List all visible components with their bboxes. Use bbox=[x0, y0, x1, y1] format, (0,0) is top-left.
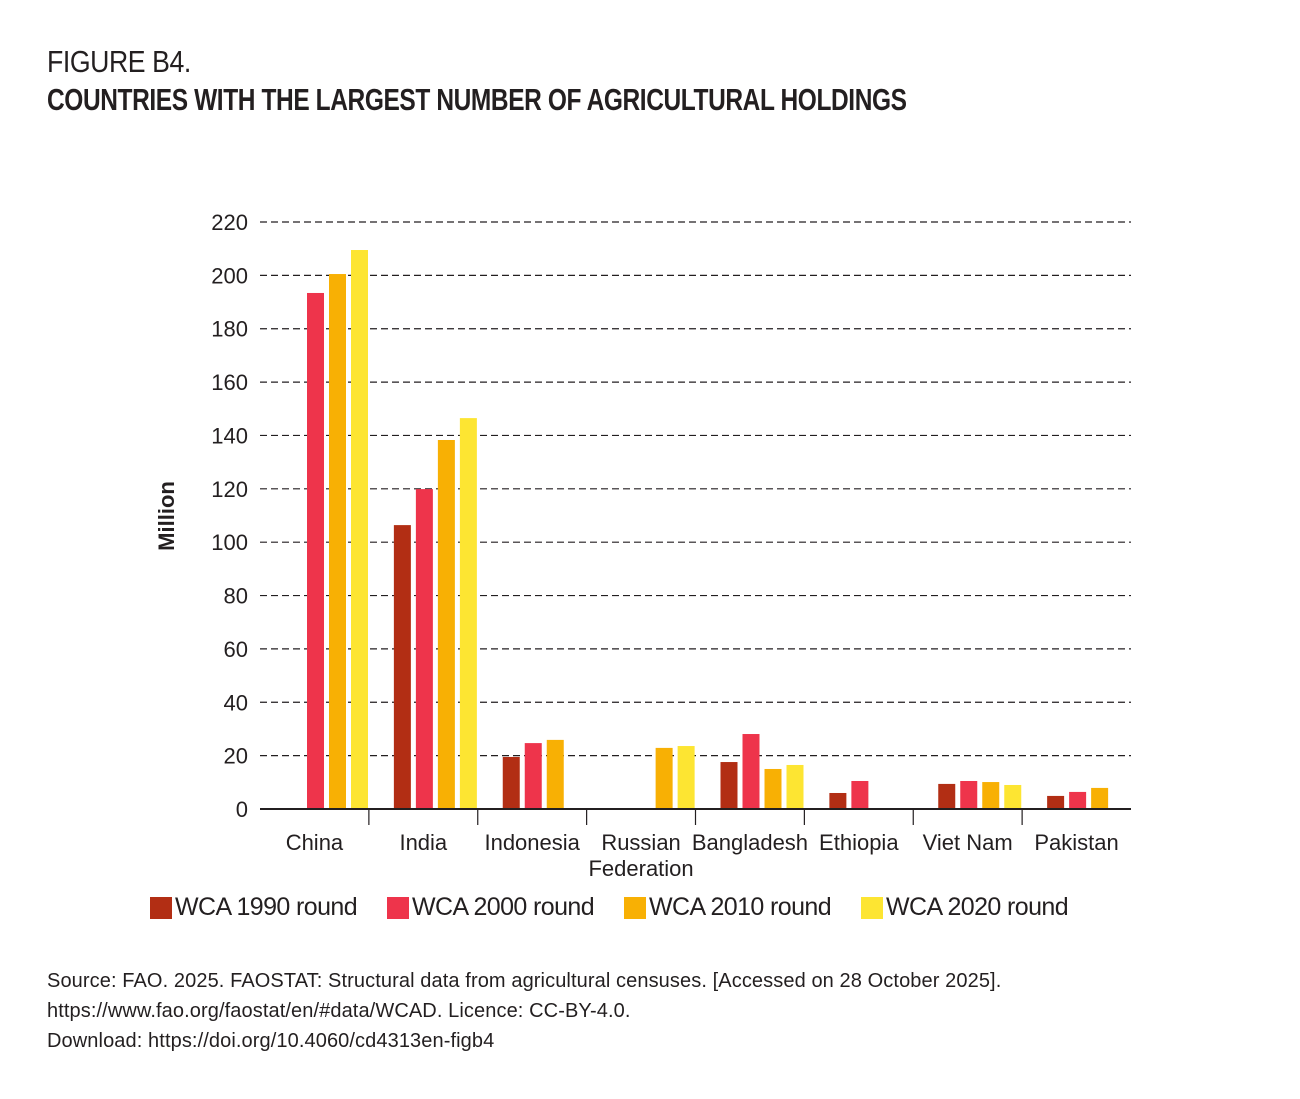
bar-chart: 0 20 40 60 80 100 120 140 160 180 200 220 China Indi… bbox=[154, 210, 1131, 881]
source-line-1: Source: FAO. 2025. FAOSTAT: Structural d… bbox=[47, 970, 1002, 992]
bar-ethiopia-wca-1990-round bbox=[829, 792, 847, 809]
bar-bangladesh-wca-1990-round bbox=[720, 762, 738, 809]
category-label: Ethiopia bbox=[819, 830, 899, 855]
bar-pakistan-wca-2010-round bbox=[1091, 787, 1109, 809]
legend-swatch bbox=[861, 896, 883, 919]
bar-india-wca-2010-round bbox=[437, 439, 455, 809]
bar-viet-nam-wca-2000-round bbox=[960, 780, 978, 809]
category-labels: China India Indonesia RussianFederationBang… bbox=[286, 830, 1119, 881]
source-note: Source: FAO. 2025. FAOSTAT: Structural d… bbox=[47, 966, 1001, 1056]
bar-russian-federation-wca-2010-round bbox=[655, 747, 673, 809]
y-tick-label: 180 bbox=[211, 317, 248, 342]
y-tick-label: 100 bbox=[211, 530, 248, 555]
legend-item: WCA 2020 round bbox=[861, 893, 1069, 922]
bars bbox=[307, 250, 1109, 809]
category-label: Viet Nam bbox=[923, 830, 1013, 855]
bar-ethiopia-wca-2000-round bbox=[851, 780, 869, 809]
legend-label: WCA 2020 round bbox=[886, 893, 1069, 921]
bar-pakistan-wca-2000-round bbox=[1069, 791, 1087, 809]
y-tick-label: 140 bbox=[211, 423, 248, 448]
bar-viet-nam-wca-2010-round bbox=[982, 782, 1000, 809]
bar-bangladesh-wca-2010-round bbox=[764, 768, 782, 809]
y-tick-label: 60 bbox=[224, 637, 248, 662]
category-label: Federation bbox=[588, 856, 693, 881]
bar-india-wca-2020-round bbox=[459, 418, 477, 809]
legend: WCA 1990 round WCA 2000 round WCA 2010 rou… bbox=[150, 893, 1098, 922]
y-tick-label: 220 bbox=[211, 210, 248, 235]
bar-viet-nam-wca-1990-round bbox=[938, 783, 956, 809]
bar-indonesia-wca-1990-round bbox=[502, 756, 520, 809]
bar-pakistan-wca-1990-round bbox=[1047, 795, 1065, 809]
category-label: Bangladesh bbox=[692, 830, 808, 855]
category-label: India bbox=[399, 830, 447, 855]
bar-india-wca-1990-round bbox=[393, 525, 411, 809]
bar-bangladesh-wca-2020-round bbox=[786, 764, 804, 809]
bar-china-wca-2010-round bbox=[329, 274, 346, 809]
y-axis-ticks: 0 20 40 60 80 100 120 140 160 180 200 220 bbox=[211, 210, 248, 822]
y-tick-label: 200 bbox=[211, 263, 248, 288]
category-label: Pakistan bbox=[1034, 830, 1118, 855]
y-tick-label: 120 bbox=[211, 477, 248, 502]
gridlines bbox=[260, 221, 1131, 757]
figure-label: FIGURE B4. bbox=[47, 44, 191, 79]
legend-label: WCA 2010 round bbox=[649, 893, 832, 921]
legend-swatch bbox=[150, 896, 172, 919]
bar-viet-nam-wca-2020-round bbox=[1004, 784, 1022, 809]
bar-bangladesh-wca-2000-round bbox=[742, 734, 760, 809]
x-axis bbox=[260, 808, 1131, 825]
legend-label: WCA 1990 round bbox=[175, 893, 358, 921]
bar-india-wca-2000-round bbox=[415, 489, 433, 809]
bar-indonesia-wca-2010-round bbox=[546, 739, 564, 809]
category-label: Indonesia bbox=[484, 830, 580, 855]
legend-swatch bbox=[624, 896, 646, 919]
y-tick-label: 0 bbox=[236, 797, 248, 822]
bar-indonesia-wca-2000-round bbox=[524, 743, 542, 809]
legend-item: WCA 1990 round bbox=[150, 893, 358, 922]
y-tick-label: 20 bbox=[224, 744, 248, 769]
y-tick-label: 40 bbox=[224, 690, 248, 715]
figure-title: COUNTRIES WITH THE LARGEST NUMBER OF AGR… bbox=[47, 82, 907, 117]
category-label: China bbox=[286, 830, 344, 855]
bar-china-wca-2000-round bbox=[307, 292, 324, 809]
source-line-3: Download: https://doi.org/10.4060/cd4313… bbox=[47, 1030, 495, 1052]
bar-russian-federation-wca-2020-round bbox=[677, 746, 695, 809]
source-line-2: https://www.fao.org/faostat/en/#data/WCA… bbox=[47, 1000, 631, 1022]
y-tick-label: 160 bbox=[211, 370, 248, 395]
category-label: Russian bbox=[601, 830, 680, 855]
legend-item: WCA 2000 round bbox=[387, 893, 595, 922]
legend-item: WCA 2010 round bbox=[624, 893, 832, 922]
legend-swatch bbox=[387, 896, 409, 919]
bar-china-wca-2020-round bbox=[351, 250, 368, 809]
y-tick-label: 80 bbox=[224, 584, 248, 609]
legend-label: WCA 2000 round bbox=[412, 893, 595, 921]
y-axis-label: Million bbox=[154, 481, 179, 551]
